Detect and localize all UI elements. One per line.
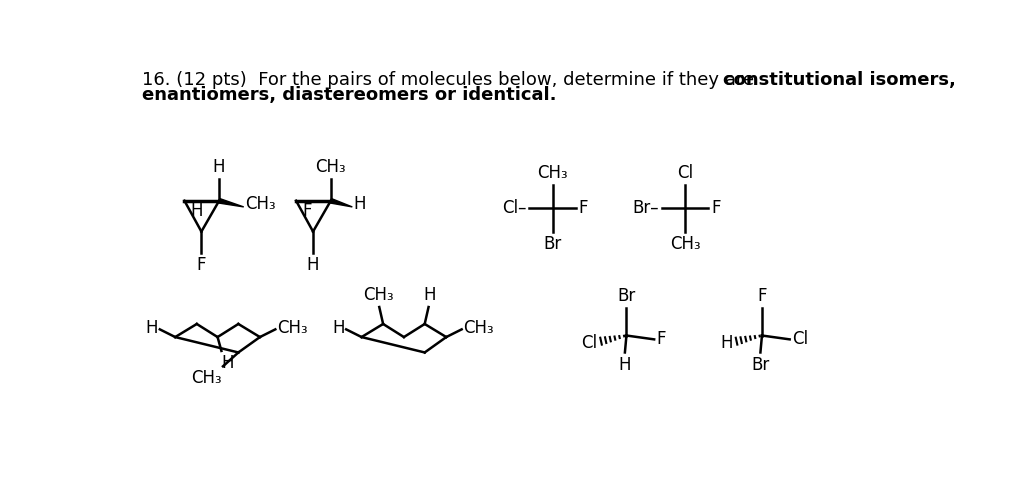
Text: Br–: Br–	[632, 199, 658, 217]
Text: H: H	[190, 202, 203, 220]
Text: H: H	[720, 334, 733, 352]
Text: Cl–: Cl–	[502, 199, 526, 217]
Polygon shape	[218, 198, 244, 207]
Text: Br: Br	[752, 356, 770, 374]
Text: CH₃: CH₃	[364, 286, 394, 304]
Text: H: H	[307, 256, 319, 274]
Text: CH₃: CH₃	[538, 163, 568, 181]
Text: H: H	[618, 356, 631, 374]
Text: Cl: Cl	[581, 334, 597, 352]
Text: F: F	[656, 330, 666, 348]
Text: F: F	[579, 199, 588, 217]
Polygon shape	[330, 199, 352, 207]
Text: H: H	[332, 319, 345, 337]
Text: H: H	[423, 286, 435, 304]
Text: 16. (12 pts)  For the pairs of molecules below, determine if they are: 16. (12 pts) For the pairs of molecules …	[142, 70, 760, 88]
Text: CH₃: CH₃	[670, 235, 700, 253]
Text: CH₃: CH₃	[246, 195, 275, 213]
Text: H: H	[221, 354, 233, 372]
Text: enantiomers, diastereomers or identical.: enantiomers, diastereomers or identical.	[142, 86, 557, 104]
Text: CH₃: CH₃	[463, 319, 494, 337]
Text: Cl: Cl	[792, 330, 808, 348]
Text: Br: Br	[544, 235, 561, 253]
Text: CH₃: CH₃	[190, 369, 221, 387]
Text: H: H	[354, 195, 367, 213]
Text: F: F	[711, 199, 721, 217]
Text: H: H	[213, 158, 225, 176]
Text: F: F	[197, 256, 206, 274]
Text: F: F	[302, 202, 311, 220]
Text: Cl: Cl	[677, 163, 693, 181]
Text: Br: Br	[617, 287, 636, 305]
Text: constitutional isomers,: constitutional isomers,	[724, 70, 956, 88]
Text: F: F	[757, 287, 767, 305]
Text: CH₃: CH₃	[276, 319, 307, 337]
Text: H: H	[145, 319, 159, 337]
Text: CH₃: CH₃	[315, 158, 346, 176]
